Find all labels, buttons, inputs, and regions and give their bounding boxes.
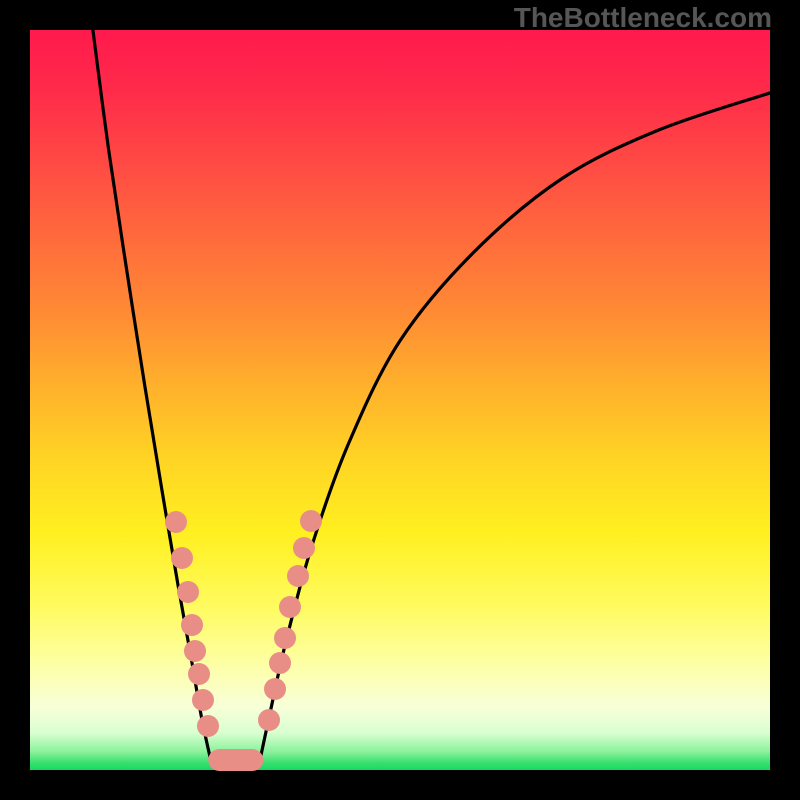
curve-marker (258, 709, 280, 731)
curve-marker (181, 614, 203, 636)
curve-marker (171, 547, 193, 569)
curve-marker (269, 652, 291, 674)
plot-area (30, 30, 770, 770)
curve-marker (165, 511, 187, 533)
curve-marker (287, 565, 309, 587)
curve-marker (293, 537, 315, 559)
curve-bottom-bar (208, 749, 264, 771)
curve-marker (177, 581, 199, 603)
curve-marker (279, 596, 301, 618)
curve-marker (188, 663, 210, 685)
watermark: TheBottleneck.com (514, 2, 772, 34)
chart-frame: TheBottleneck.com (0, 0, 800, 800)
v-curve (30, 30, 770, 770)
curve-marker (197, 715, 219, 737)
curve-marker (184, 640, 206, 662)
curve-marker (274, 627, 296, 649)
curve-marker (264, 678, 286, 700)
curve-marker (300, 510, 322, 532)
curve-marker (192, 689, 214, 711)
